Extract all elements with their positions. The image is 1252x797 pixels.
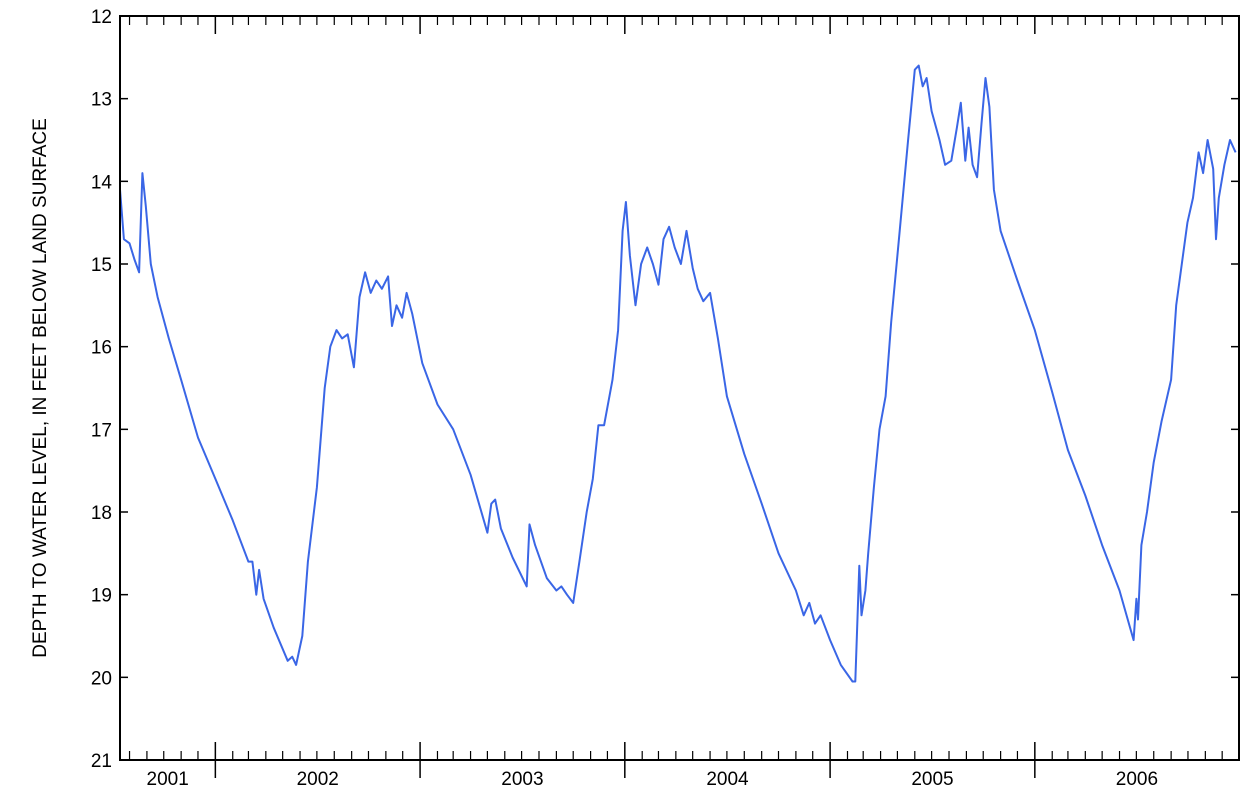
x-tick-labels: 2001 2002 2003 2004 2005 2006 <box>147 769 1159 790</box>
y-tick-label: 17 <box>91 420 112 441</box>
y-tick-labels: 12 13 14 15 16 17 18 19 20 21 <box>91 7 113 772</box>
x-year-label: 2001 <box>147 769 189 790</box>
series-line-group <box>119 64 1237 683</box>
y-tick-label: 18 <box>91 503 112 524</box>
y-tick-label: 14 <box>91 172 113 193</box>
y-tick-label: 20 <box>91 668 112 689</box>
y-tick-label: 12 <box>91 7 112 28</box>
plot-frame <box>119 15 1240 761</box>
y-tick-label: 13 <box>91 90 112 111</box>
y-tick-label: 15 <box>91 255 112 276</box>
x-year-label: 2003 <box>501 769 543 790</box>
y-tick-label: 21 <box>91 751 112 772</box>
y-tick-label: 19 <box>91 586 112 607</box>
series-line <box>119 64 1237 683</box>
axis-ticks <box>120 15 1239 778</box>
y-tick-label: 16 <box>91 338 112 359</box>
x-year-label: 2005 <box>911 769 953 790</box>
x-year-label: 2004 <box>706 769 749 790</box>
y-axis-title: DEPTH TO WATER LEVEL, IN FEET BELOW LAND… <box>30 118 51 658</box>
x-year-label: 2006 <box>1116 769 1158 790</box>
x-year-label: 2002 <box>297 769 339 790</box>
